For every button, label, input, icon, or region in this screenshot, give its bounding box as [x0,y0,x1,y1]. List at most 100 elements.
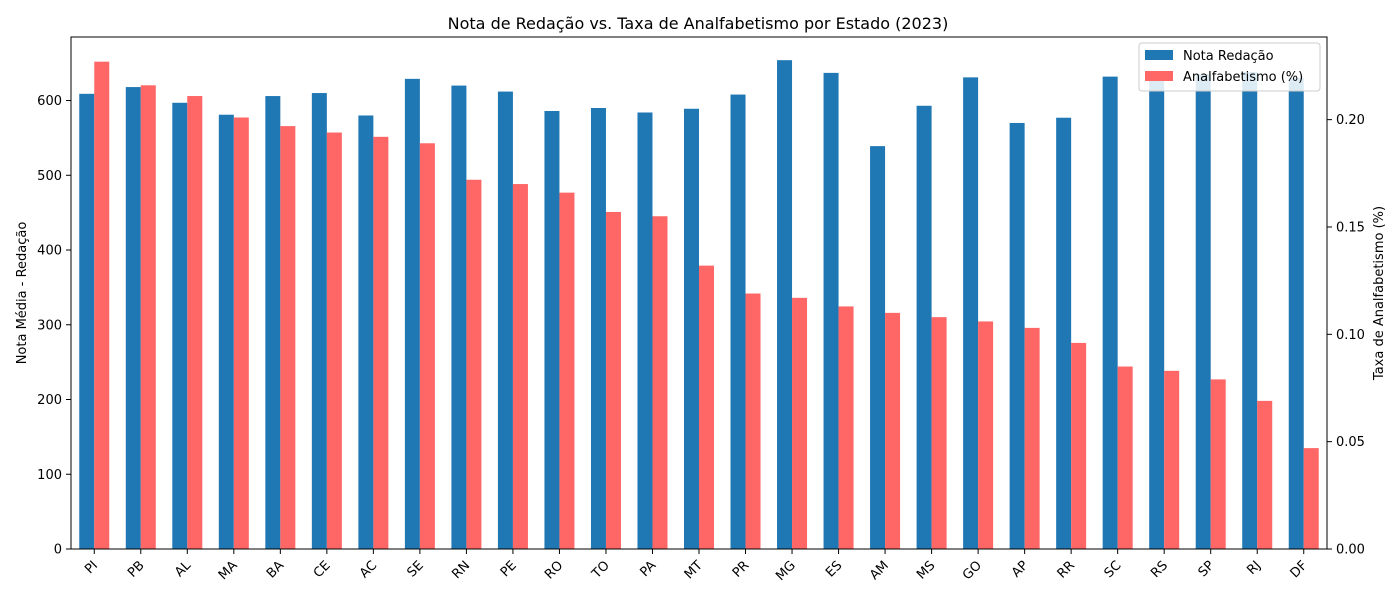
bar-nota-rn [451,85,467,550]
bar-nota-df [1288,78,1304,549]
legend-swatch [1145,50,1173,60]
x-tick-label-se: SE [404,558,426,580]
bar-analfabetismo-ms [931,317,947,549]
bar-nota-mg [777,60,793,549]
y-axis-right-label: Taxa de Analfabetismo (%) [1372,206,1387,381]
bar-analfabetismo-rj [1257,400,1273,549]
bar-nota-rr [1056,117,1072,549]
x-tick-label-ac: AC [357,558,380,581]
legend-entry-label: Nota Redação [1183,49,1274,64]
bar-nota-mt [684,108,699,549]
bar-nota-pb [125,87,141,550]
x-tick-label-rn: RN [449,558,473,582]
bar-nota-am [870,146,886,549]
x-tick-label-sc: SC [1102,558,1125,581]
bar-analfabetismo-rs [1164,370,1180,549]
y-left-tick-label: 300 [37,318,62,333]
right-axis: 0.00 0.05 0.10 0.15 0.20 [1327,113,1365,558]
chart-title: Nota de Redação vs. Taxa de Analfabetism… [448,14,949,33]
bar-nota-al [172,102,188,550]
bar-analfabetismo-se [419,143,435,549]
x-tick-label-pe: PE [498,558,520,580]
bar-nota-ro [544,110,560,550]
y-right-tick-label: 0.05 [1336,435,1365,450]
bar-nota-to [590,108,606,550]
bar-analfabetismo-df [1303,448,1319,549]
bar-nota-ms [916,105,932,550]
bar-nota-sc [1102,76,1118,550]
bar-analfabetismo-go [978,321,994,549]
bar-analfabetismo-ro [559,192,575,550]
bar-analfabetismo-es [838,306,854,549]
bar-analfabetismo-sc [1117,366,1133,549]
x-tick-label-pb: PB [125,558,147,580]
x-tick-label-ba: BA [264,558,287,581]
y-right-tick-label: 0.00 [1336,543,1365,558]
left-axis: 0 100 200 300 400 500 600 [37,94,71,558]
bar-analfabetismo-to [605,211,621,549]
bar-nota-rs [1149,79,1165,550]
x-tick-label-ma: MA [216,558,241,583]
x-tick-label-rs: RS [1148,558,1171,581]
bar-analfabetismo-am [885,312,901,549]
x-tick-label-am: AM [867,558,892,583]
bar-analfabetismo-ma [233,117,249,549]
x-tick-label-pa: PA [637,558,659,580]
bar-analfabetismo-pb [140,85,156,550]
x-tick-label-ap: AP [1009,558,1032,581]
x-tick-label-ro: RO [542,558,566,582]
x-tick-label-pi: PI [82,558,101,577]
x-tick-label-go: GO [960,558,985,583]
bar-nota-pe [497,91,513,549]
bar-analfabetismo-rr [1071,342,1087,549]
bar-analfabetismo-pi [94,61,110,550]
y-right-tick-label: 0.15 [1336,220,1365,235]
x-tick-label-mg: MG [773,558,799,584]
y-left-tick-label: 500 [37,169,62,184]
y-axis-left-label: Nota Média - Redação [15,222,30,365]
x-tick-label-df: DF [1288,558,1311,581]
x-tick-label-rj: RJ [1244,558,1264,578]
legend-box [1138,42,1321,92]
bar-analfabetismo-ba [280,126,296,549]
bar-nota-pa [637,112,653,549]
y-left-tick-label: 100 [37,468,62,483]
bar-nota-rj [1242,72,1258,549]
bar-nota-go [963,77,979,549]
x-tick-label-mt: MT [682,558,706,582]
x-axis: PI PB AL MA BA CE AC SE RN PE RO TO PA MT PR MG ES AM MS GO… [82,549,1311,584]
bar-nota-pr [730,94,746,549]
x-tick-label-es: ES [823,558,845,580]
x-tick-label-sp: SP [1196,558,1218,580]
legend: Nota Redação Analfabetismo (%) [1138,42,1321,92]
bar-analfabetismo-pr [745,293,761,549]
bar-analfabetismo-sp [1210,379,1226,549]
bar-nota-ac [358,115,374,549]
bar-analfabetismo-ac [373,136,389,549]
y-right-tick-label: 0.20 [1336,113,1365,128]
bar-analfabetismo-mg [792,297,808,549]
x-tick-label-rr: RR [1055,558,1078,581]
x-tick-label-ms: MS [914,558,938,582]
x-tick-label-to: TO [589,558,613,582]
y-right-tick-label: 0.10 [1336,328,1365,343]
x-tick-label-al: AL [172,558,195,581]
bar-analfabetismo-al [187,96,203,549]
bar-nota-pi [79,93,95,549]
y-left-tick-label: 200 [37,393,62,408]
bar-analfabetismo-ce [326,132,342,549]
bar-nota-ce [311,93,327,549]
bar-nota-ma [218,114,234,549]
legend-entry-label: Analfabetismo (%) [1183,70,1303,85]
y-left-tick-label: 400 [37,244,62,259]
y-left-tick-label: 0 [54,543,62,558]
bar-analfabetismo-pa [652,216,668,549]
bar-nota-se [404,78,420,549]
bar-nota-sp [1195,74,1211,550]
x-tick-label-pr: PR [730,558,753,581]
bar-analfabetismo-pe [512,184,528,549]
bar-nota-ap [1009,122,1025,549]
bar-analfabetismo-rn [466,179,482,549]
plot-area [79,60,1319,550]
